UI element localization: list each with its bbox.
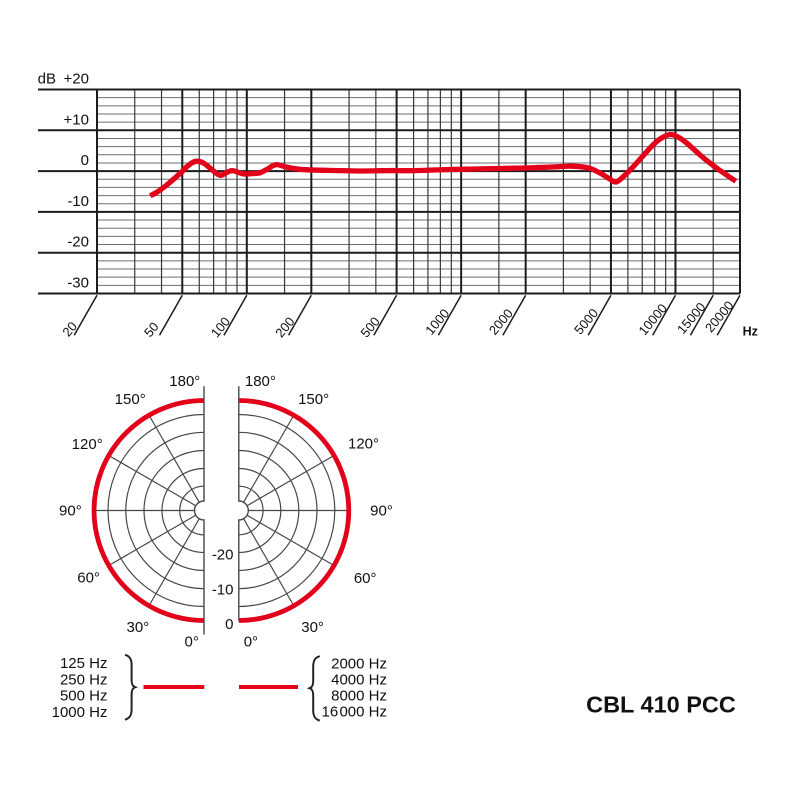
svg-text:0: 0 — [225, 616, 233, 633]
svg-text:120°: 120° — [348, 436, 379, 453]
svg-text:CBL 410 PCC: CBL 410 PCC — [586, 692, 736, 718]
svg-text:30°: 30° — [127, 619, 150, 636]
svg-text:+20: +20 — [64, 71, 89, 88]
svg-text:0°: 0° — [185, 634, 199, 651]
svg-text:0: 0 — [81, 152, 89, 169]
svg-text:16 000 Hz: 16 000 Hz — [322, 704, 387, 721]
svg-text:Hz: Hz — [743, 325, 758, 339]
svg-text:2000 Hz: 2000 Hz — [331, 656, 387, 673]
svg-text:-20: -20 — [212, 547, 234, 564]
svg-text:180°: 180° — [245, 373, 276, 390]
svg-text:500 Hz: 500 Hz — [60, 688, 108, 705]
svg-text:150°: 150° — [298, 391, 329, 408]
svg-text:-30: -30 — [67, 275, 89, 292]
svg-text:250 Hz: 250 Hz — [60, 671, 108, 688]
svg-text:8000 Hz: 8000 Hz — [331, 688, 387, 705]
svg-text:+10: +10 — [64, 111, 89, 128]
svg-text:150°: 150° — [115, 391, 146, 408]
svg-text:90°: 90° — [370, 502, 393, 519]
svg-text:60°: 60° — [354, 570, 377, 587]
svg-text:30°: 30° — [301, 619, 324, 636]
svg-text:4000 Hz: 4000 Hz — [331, 672, 387, 689]
svg-text:125 Hz: 125 Hz — [60, 655, 108, 672]
svg-text:90°: 90° — [59, 502, 82, 519]
svg-text:-10: -10 — [212, 581, 234, 598]
svg-text:120°: 120° — [72, 436, 103, 453]
svg-text:dB: dB — [38, 71, 56, 88]
svg-text:180°: 180° — [169, 373, 200, 390]
svg-text:-10: -10 — [67, 193, 89, 210]
svg-text:-20: -20 — [67, 234, 89, 251]
svg-text:1000 Hz: 1000 Hz — [52, 704, 108, 721]
svg-text:0°: 0° — [244, 634, 258, 651]
svg-text:60°: 60° — [77, 570, 100, 587]
